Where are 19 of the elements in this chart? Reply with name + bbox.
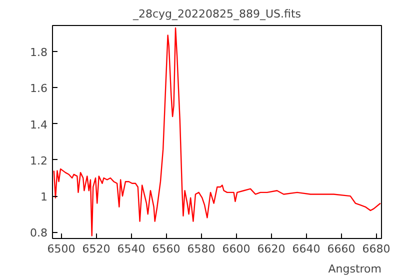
x-tick-label: 6640 — [292, 242, 320, 256]
y-tick-label: 1.6 — [30, 82, 48, 96]
x-tick-label: 6580 — [187, 242, 216, 256]
y-tick-label: 1 — [40, 190, 48, 204]
y-tick-label: 0.8 — [30, 226, 48, 240]
x-tick-label: 6540 — [117, 242, 146, 256]
x-tick-label: 6500 — [47, 242, 76, 256]
x-tick-label: 6620 — [257, 242, 286, 256]
line-series — [53, 27, 382, 236]
x-tick-label: 6560 — [152, 242, 180, 256]
chart-title: _28cyg_20220825_889_US.fits — [132, 8, 302, 20]
x-axis-title: Angstrom — [328, 262, 382, 276]
y-tick-label: 1.8 — [30, 46, 48, 60]
x-tick-label: 6660 — [327, 242, 356, 256]
y-tick-label: 1.4 — [30, 118, 48, 132]
y-tick-label: 1.2 — [30, 154, 48, 168]
x-tick-label: 6680 — [362, 242, 390, 256]
x-tick-label: 6600 — [222, 242, 250, 256]
x-tick-label: 6520 — [82, 242, 110, 256]
